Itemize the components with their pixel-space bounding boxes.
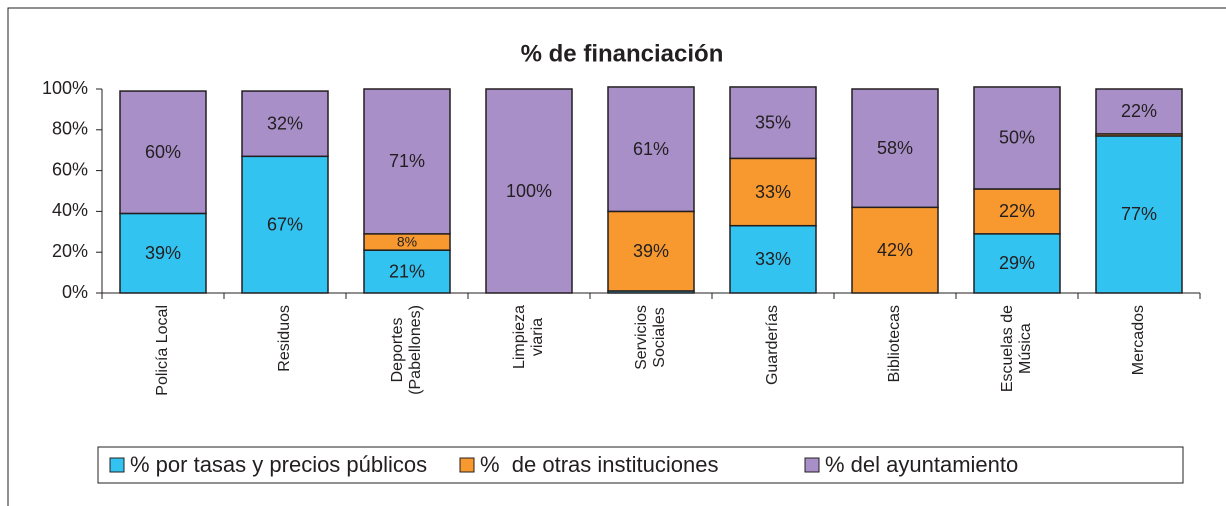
data-label: 32% bbox=[267, 113, 303, 133]
y-tick-label: 0% bbox=[62, 282, 88, 302]
bar-segment bbox=[1095, 88, 1183, 135]
legend-label: % de otras instituciones bbox=[480, 452, 718, 477]
y-tick-label: 60% bbox=[52, 159, 88, 179]
data-label: 42% bbox=[877, 240, 913, 260]
data-label: 100% bbox=[506, 181, 552, 201]
bar-segment bbox=[851, 206, 939, 294]
data-label: 35% bbox=[755, 112, 791, 132]
data-label: 39% bbox=[145, 243, 181, 263]
bar-segment bbox=[119, 90, 207, 215]
data-label: 77% bbox=[1121, 204, 1157, 224]
data-label: 61% bbox=[633, 139, 669, 159]
x-tick-label: Guarderías bbox=[764, 305, 781, 386]
x-tick-label: Mercados bbox=[1130, 305, 1147, 376]
data-label: 21% bbox=[389, 261, 425, 281]
data-label: 22% bbox=[999, 201, 1035, 221]
legend-label: % del ayuntamiento bbox=[825, 452, 1018, 477]
data-label: 29% bbox=[999, 253, 1035, 273]
legend-marker bbox=[459, 457, 475, 473]
y-tick-label: 100% bbox=[42, 78, 88, 98]
x-tick-label: Deportes (Pabellones) bbox=[389, 305, 424, 395]
legend-box bbox=[97, 446, 1184, 484]
x-tick-label: Policía Local bbox=[154, 305, 171, 396]
chart-title: % de financiación bbox=[521, 40, 724, 67]
bar-segment bbox=[729, 157, 817, 227]
legend-marker bbox=[109, 457, 125, 473]
bar-segment bbox=[973, 233, 1061, 294]
y-tick-label: 20% bbox=[52, 241, 88, 261]
legend-marker bbox=[804, 457, 820, 473]
bar-segment bbox=[851, 88, 939, 209]
data-label: 39% bbox=[633, 241, 669, 261]
data-label: 58% bbox=[877, 138, 913, 158]
data-label: 33% bbox=[755, 182, 791, 202]
bar-segment bbox=[607, 86, 695, 213]
bar-segment bbox=[241, 90, 329, 158]
x-tick-label: Residuos bbox=[276, 305, 293, 372]
bar-segment bbox=[729, 86, 817, 160]
bar-segment bbox=[363, 249, 451, 294]
bar-segment bbox=[729, 224, 817, 294]
x-tick-label: Escuelas de Música bbox=[999, 305, 1034, 393]
bar-segment bbox=[241, 155, 329, 294]
bar-segment bbox=[973, 188, 1061, 235]
x-tick-label: Limpieza viaria bbox=[511, 305, 546, 370]
data-label: 33% bbox=[755, 249, 791, 269]
data-label: 50% bbox=[999, 128, 1035, 148]
y-tick-label: 80% bbox=[52, 119, 88, 139]
data-label: 71% bbox=[389, 151, 425, 171]
data-label: 8% bbox=[397, 234, 417, 250]
bar-segment bbox=[973, 86, 1061, 190]
x-tick-label: Servicios Sociales bbox=[633, 305, 668, 370]
legend-label: % por tasas y precios públicos bbox=[130, 452, 427, 477]
bar-segment bbox=[485, 88, 573, 294]
y-tick-label: 40% bbox=[52, 200, 88, 220]
data-label: 67% bbox=[267, 214, 303, 234]
data-label: 60% bbox=[145, 142, 181, 162]
x-tick-label: Bibliotecas bbox=[886, 305, 903, 383]
data-label: 22% bbox=[1121, 101, 1157, 121]
bar-segment bbox=[119, 212, 207, 294]
bar-segment bbox=[1095, 135, 1183, 294]
bar-segment bbox=[363, 88, 451, 235]
